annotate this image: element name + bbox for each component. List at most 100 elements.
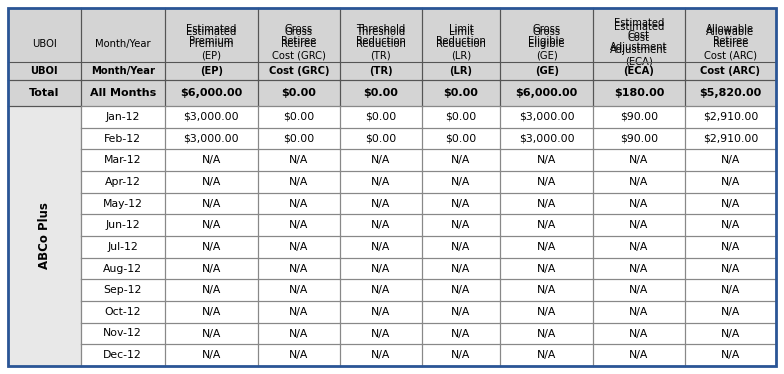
Text: N/A: N/A: [537, 307, 557, 317]
Bar: [339, 301, 422, 323]
Text: Sep-12: Sep-12: [103, 285, 142, 295]
Text: All Months: All Months: [89, 88, 156, 98]
Bar: [339, 80, 422, 106]
Bar: [81, 149, 165, 171]
Text: $2,910.00: $2,910.00: [702, 134, 758, 144]
Text: (TR): (TR): [369, 66, 393, 76]
Bar: [81, 80, 165, 106]
Text: $0.00: $0.00: [445, 112, 477, 122]
Text: N/A: N/A: [537, 264, 557, 273]
Bar: [500, 171, 593, 193]
Bar: [684, 80, 776, 106]
Bar: [684, 301, 776, 323]
Bar: [81, 214, 165, 236]
Bar: [500, 344, 593, 366]
Bar: [339, 214, 422, 236]
Text: $6,000.00: $6,000.00: [516, 88, 578, 98]
Bar: [593, 214, 684, 236]
Text: $0.00: $0.00: [445, 134, 477, 144]
Text: N/A: N/A: [537, 285, 557, 295]
Text: N/A: N/A: [720, 242, 740, 252]
Text: Jun-12: Jun-12: [105, 220, 140, 230]
Bar: [258, 106, 339, 128]
Text: N/A: N/A: [720, 350, 740, 360]
Bar: [81, 301, 165, 323]
Bar: [422, 344, 500, 366]
Text: $0.00: $0.00: [283, 134, 314, 144]
Text: N/A: N/A: [630, 264, 648, 273]
Text: N/A: N/A: [452, 285, 470, 295]
Bar: [684, 171, 776, 193]
Text: Oct-12: Oct-12: [104, 307, 141, 317]
Text: N/A: N/A: [289, 242, 308, 252]
Bar: [684, 106, 776, 128]
Text: N/A: N/A: [452, 155, 470, 165]
Text: N/A: N/A: [371, 350, 390, 360]
Text: N/A: N/A: [537, 350, 557, 360]
Text: N/A: N/A: [371, 328, 390, 338]
Bar: [422, 171, 500, 193]
Text: Month/Year: Month/Year: [91, 66, 154, 76]
Text: N/A: N/A: [537, 199, 557, 208]
Bar: [593, 8, 684, 80]
Bar: [165, 193, 258, 214]
Text: $2,910.00: $2,910.00: [702, 112, 758, 122]
Text: N/A: N/A: [537, 220, 557, 230]
Bar: [165, 301, 258, 323]
Bar: [593, 301, 684, 323]
Text: N/A: N/A: [720, 328, 740, 338]
Text: N/A: N/A: [537, 328, 557, 338]
Bar: [422, 8, 500, 80]
Bar: [258, 214, 339, 236]
Text: N/A: N/A: [630, 328, 648, 338]
Bar: [684, 8, 776, 80]
Text: $0.00: $0.00: [281, 88, 316, 98]
Text: UBOI: UBOI: [32, 39, 56, 49]
Bar: [165, 344, 258, 366]
Bar: [593, 344, 684, 366]
Bar: [81, 8, 165, 80]
Bar: [81, 106, 165, 128]
Text: N/A: N/A: [201, 350, 221, 360]
Bar: [258, 279, 339, 301]
Bar: [81, 344, 165, 366]
Text: Aug-12: Aug-12: [103, 264, 142, 273]
Bar: [81, 258, 165, 279]
Text: N/A: N/A: [289, 155, 308, 165]
Bar: [8, 106, 81, 366]
Bar: [165, 279, 258, 301]
Bar: [258, 149, 339, 171]
Text: N/A: N/A: [452, 177, 470, 187]
Text: $0.00: $0.00: [365, 134, 397, 144]
Text: $6,000.00: $6,000.00: [180, 88, 242, 98]
Text: N/A: N/A: [201, 328, 221, 338]
Bar: [684, 323, 776, 344]
Bar: [81, 193, 165, 214]
Text: N/A: N/A: [371, 177, 390, 187]
Text: $90.00: $90.00: [620, 112, 658, 122]
Text: N/A: N/A: [289, 199, 308, 208]
Text: $0.00: $0.00: [444, 88, 478, 98]
Bar: [422, 279, 500, 301]
Text: N/A: N/A: [720, 177, 740, 187]
Bar: [8, 8, 81, 80]
Bar: [684, 128, 776, 149]
Text: $0.00: $0.00: [365, 112, 397, 122]
Text: N/A: N/A: [452, 350, 470, 360]
Text: N/A: N/A: [537, 242, 557, 252]
Bar: [258, 8, 339, 80]
Text: (GE): (GE): [535, 66, 559, 76]
Text: Cost (ARC): Cost (ARC): [700, 66, 760, 76]
Bar: [422, 301, 500, 323]
Text: N/A: N/A: [371, 155, 390, 165]
Text: N/A: N/A: [720, 264, 740, 273]
Text: N/A: N/A: [371, 242, 390, 252]
Text: Nov-12: Nov-12: [103, 328, 142, 338]
Bar: [258, 236, 339, 258]
Bar: [339, 279, 422, 301]
Bar: [593, 193, 684, 214]
Text: N/A: N/A: [371, 285, 390, 295]
Text: Cost (GRC): Cost (GRC): [269, 66, 329, 76]
Text: N/A: N/A: [371, 264, 390, 273]
Bar: [339, 8, 422, 80]
